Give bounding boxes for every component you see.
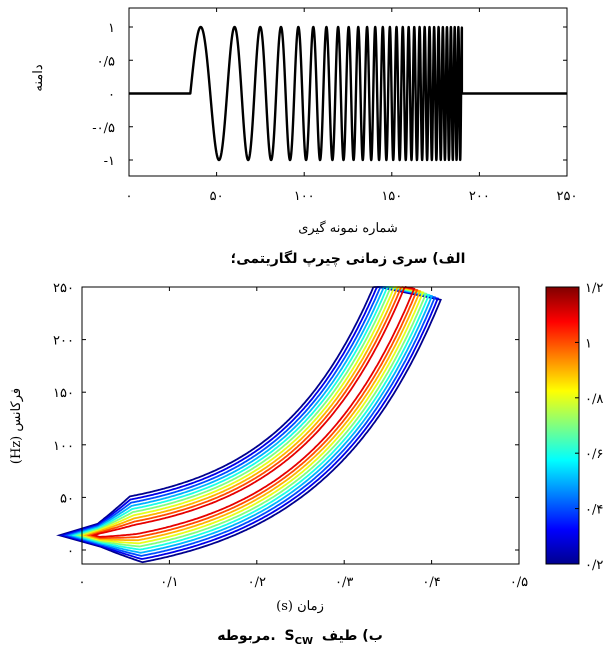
colorbar-tick-label: ۱ (585, 336, 592, 351)
top-y-tick-label: ۱ (108, 21, 115, 36)
bottom-x-tick-label: ۰/۱ (160, 575, 178, 590)
bottom-ticks: ۰ ۰/۱ ۰/۲ ۰/۳ ۰/۴ ۰/۵ ۰ ۵۰ ۱۰۰ ۱۵۰ ۲۰۰ ۲۵۰ (53, 281, 528, 590)
top-x-axis-label: شماره نمونه گیری (298, 220, 398, 236)
bottom-plot-frame (81, 286, 520, 565)
caption-subscript: CW (295, 636, 313, 647)
caption-prefix: ب) طیف (322, 628, 383, 644)
bottom-caption: مربوطه. SCW ب) طیف (217, 628, 383, 648)
chirp-series-line (129, 25, 567, 162)
top-y-tick-label: -۱ (104, 154, 115, 169)
bottom-x-tick-label: ۰/۴ (422, 575, 440, 590)
top-x-tick-label: ۱۰۰ (294, 189, 315, 204)
top-plot-frame (128, 7, 568, 177)
top-caption: الف) سری زمانی چیرپ لگاریتمی؛ (231, 250, 466, 267)
chirp-time-series-chart: ۰ ۵۰ ۱۰۰ ۱۵۰ ۲۰۰ ۲۵۰ ۱ ۰/۵ ۰ -۰/۵ -۱ دامنه شماره ن… (31, 7, 577, 267)
top-x-tick-label: ۲۰۰ (469, 189, 490, 204)
colorbar-tick-label: ۰/۶ (585, 447, 603, 462)
bottom-x-tick-label: ۰/۳ (335, 575, 353, 590)
bottom-y-tick-label: ۱۰۰ (53, 439, 74, 454)
top-x-tick-label: ۵۰ (210, 189, 224, 204)
bottom-x-tick-label: ۰/۵ (510, 575, 528, 590)
bottom-y-tick-label: ۵۰ (60, 491, 74, 506)
top-x-tick-label: ۰ (126, 189, 133, 204)
top-x-tick-label: ۱۵۰ (381, 189, 402, 204)
bottom-y-tick-label: ۲۵۰ (53, 281, 74, 296)
caption-symbol: S (285, 628, 295, 644)
top-y-tick-label: -۰/۵ (92, 121, 115, 136)
bottom-y-axis-label: فرکانس (Hz) (9, 388, 24, 464)
bottom-x-tick-label: ۰ (79, 575, 86, 590)
contour-level-9 (90, 286, 416, 538)
top-y-axis-label: دامنه (31, 64, 46, 91)
spectrum-chart: ۰ ۰/۱ ۰/۲ ۰/۳ ۰/۴ ۰/۵ ۰ ۵۰ ۱۰۰ ۱۵۰ ۲۰۰ ۲۵۰ فرکانس (… (9, 281, 603, 648)
caption-suffix: مربوطه. (217, 628, 275, 644)
bottom-x-tick-label: ۰/۲ (248, 575, 266, 590)
bottom-x-axis-label: زمان (s) (276, 599, 324, 614)
top-y-tick-label: ۰ (108, 88, 115, 103)
colorbar-tick-label: ۱/۲ (585, 281, 603, 296)
top-y-tick-label: ۰/۵ (97, 54, 115, 69)
top-x-tick-label: ۲۵۰ (557, 189, 578, 204)
bottom-y-tick-label: ۲۰۰ (53, 334, 74, 349)
colorbar (545, 286, 580, 565)
top-ticks: ۰ ۵۰ ۱۰۰ ۱۵۰ ۲۰۰ ۲۵۰ ۱ ۰/۵ ۰ -۰/۵ -۱ (92, 8, 577, 204)
colorbar-ticks: ۰/۲ ۰/۴ ۰/۶ ۰/۸ ۱ ۱/۲ (575, 281, 603, 573)
colorbar-tick-label: ۰/۸ (585, 392, 603, 407)
colorbar-tick-label: ۰/۲ (585, 558, 603, 573)
bottom-y-tick-label: ۱۵۰ (53, 386, 74, 401)
colorbar-tick-label: ۰/۴ (585, 503, 603, 518)
bottom-y-tick-label: ۰ (67, 544, 74, 559)
spectrum-contours (56, 286, 442, 564)
